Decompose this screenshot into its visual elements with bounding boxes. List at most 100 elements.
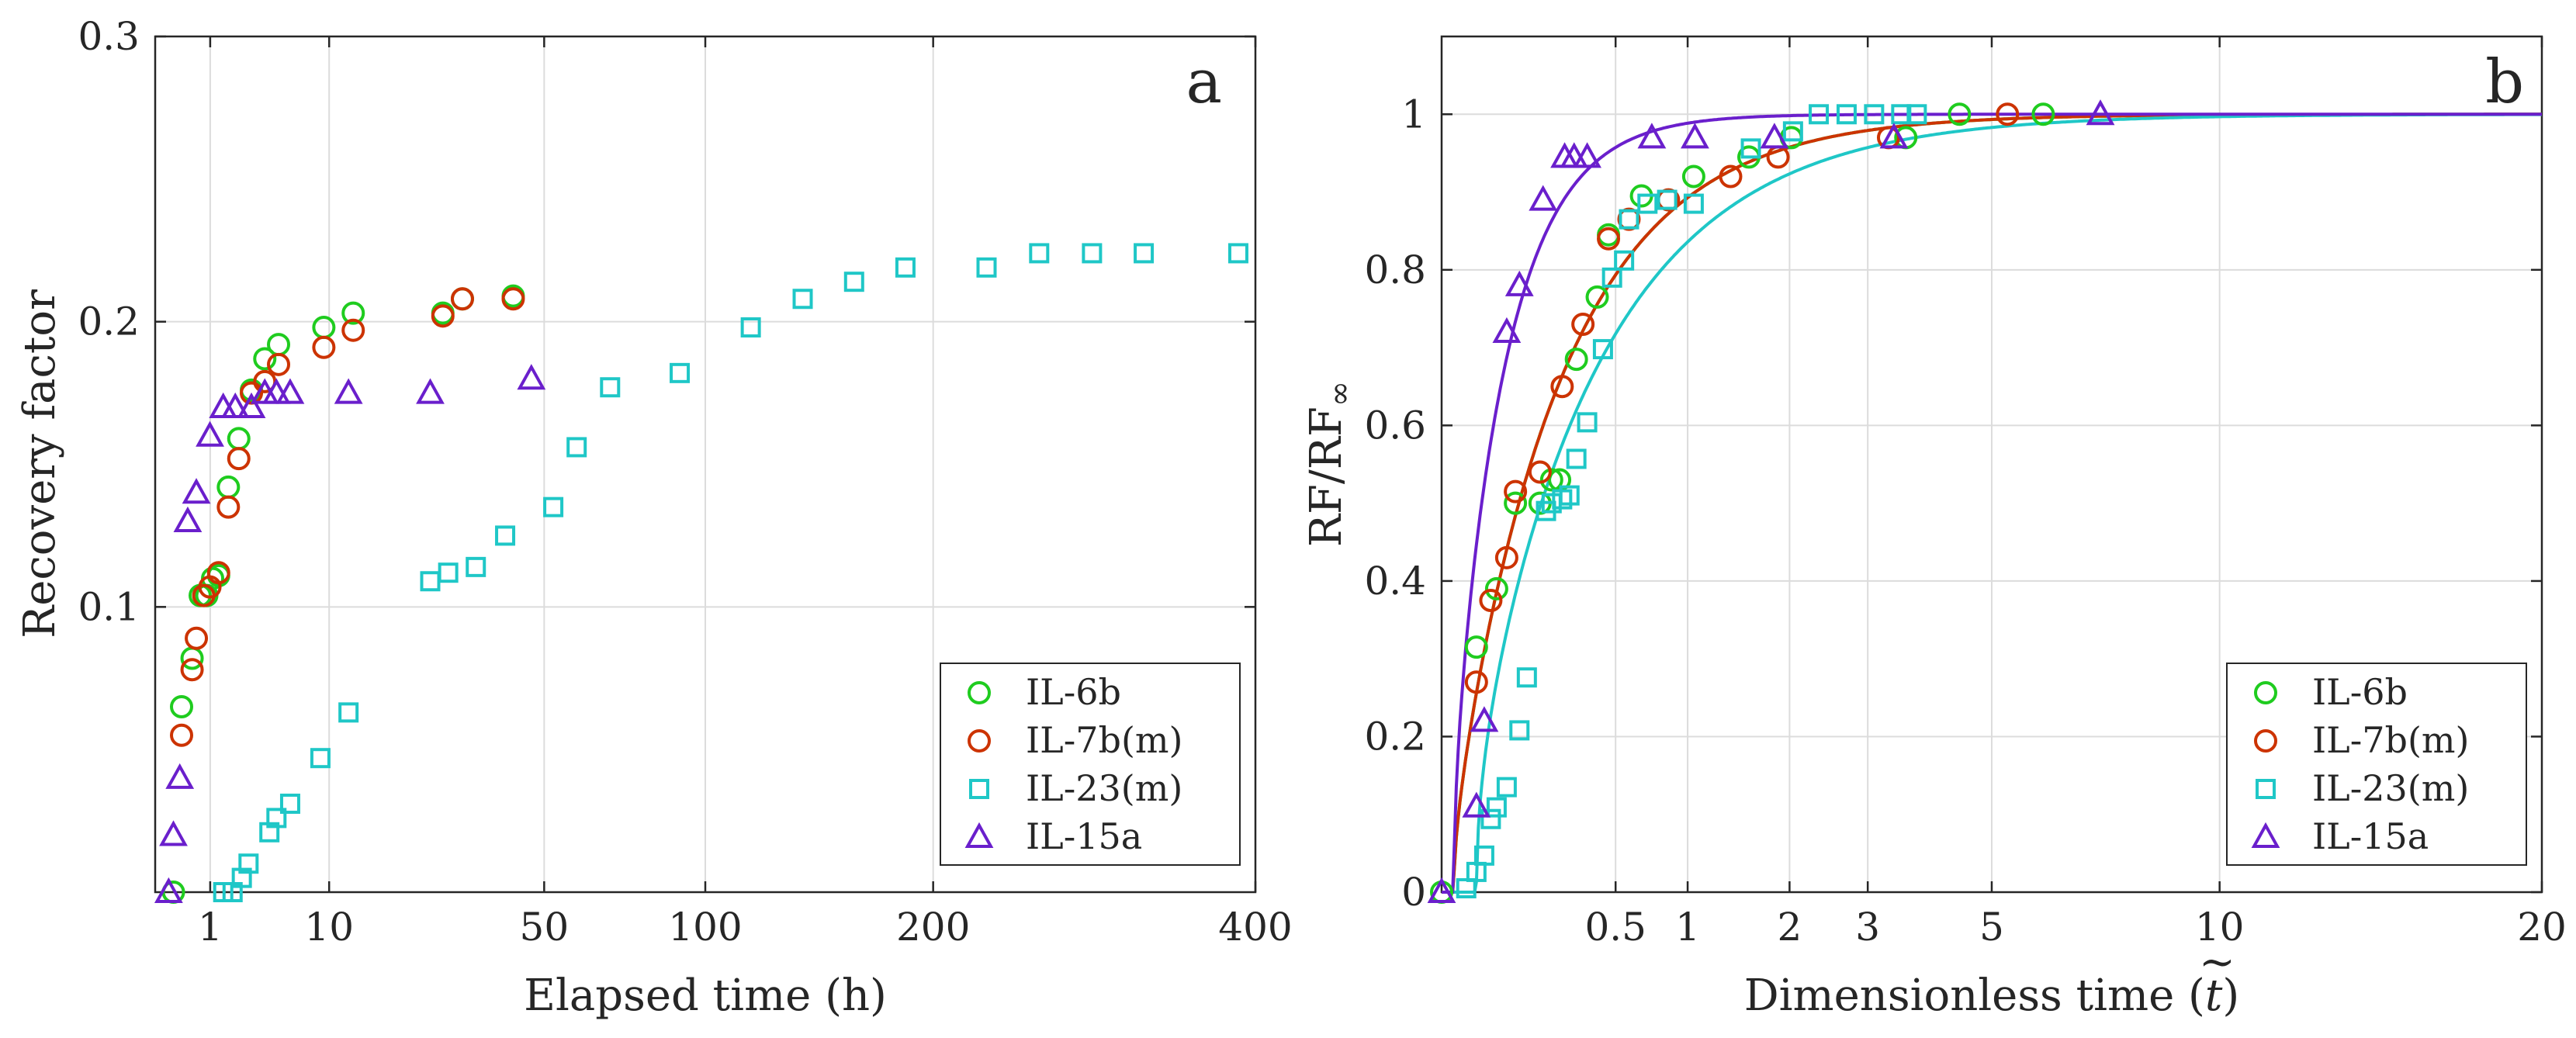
data-point-il-15a	[165, 763, 195, 789]
panel-b-y-axis-label-text: RF/RF	[1301, 407, 1352, 547]
panel-b-y-axis-label: RF/RF∞	[1301, 381, 1358, 547]
data-point-il-23-m	[1657, 189, 1678, 210]
data-point-il-23-m	[1566, 448, 1587, 469]
data-point-il-23-m	[1559, 485, 1580, 506]
data-point-il-15a	[1427, 877, 1456, 903]
panel-b-legend-items: IL-6b IL-7b(m) IL-23(m) IL-15a	[2251, 671, 2470, 857]
data-point-il-6b	[1681, 164, 1705, 189]
data-point-il-23-m	[1782, 121, 1803, 142]
data-point-il-6b	[2031, 102, 2055, 126]
legend-item-il-15a: IL-15a	[2251, 815, 2429, 857]
data-point-il-23-m	[600, 377, 621, 398]
data-point-il-23-m	[1619, 209, 1639, 230]
data-point-il-23-m	[238, 853, 259, 874]
panel-a-letter: a	[1186, 47, 1222, 117]
data-point-il-15a	[1573, 142, 1601, 168]
data-point-il-23-m	[976, 257, 997, 278]
data-point-il-7b-m	[1719, 164, 1743, 189]
data-point-il-23-m	[1480, 808, 1501, 829]
data-point-il-6b	[341, 301, 365, 325]
x-tick-label: 100	[668, 905, 742, 950]
data-point-il-15a	[182, 478, 211, 504]
data-point-il-15a	[517, 364, 546, 390]
data-point-il-15a	[1470, 706, 1499, 732]
x-tick-label: 3	[1855, 905, 1880, 950]
data-point-il-23-m	[566, 437, 587, 458]
panel-b-legend: IL-6b IL-7b(m) IL-23(m) IL-15a	[2226, 663, 2527, 866]
data-point-il-7b-m	[1571, 313, 1595, 337]
panel-b-legend-box	[2226, 663, 2527, 866]
data-point-il-15a	[159, 820, 188, 846]
data-point-il-23-m	[1601, 267, 1622, 288]
data-point-il-23-m	[1592, 339, 1613, 360]
legend-item-il-6b: IL-6b	[968, 671, 1121, 713]
panel-a-legend: IL-6b IL-7b(m) IL-23(m) IL-15a	[940, 663, 1241, 866]
data-point-il-23-m	[1637, 193, 1658, 214]
data-point-il-15a	[1760, 123, 1789, 149]
legend-marker-il-23-m	[2256, 779, 2276, 799]
data-point-il-15a	[1681, 123, 1709, 149]
data-point-il-7b-m	[1504, 479, 1528, 503]
x-tick-label: 2	[1778, 905, 1802, 950]
data-point-il-23-m	[1836, 104, 1857, 125]
data-point-il-23-m	[543, 497, 564, 517]
x-tick-label: 10	[304, 905, 354, 950]
x-tick-label: 5	[1979, 905, 2004, 950]
panel-a-y-axis-label: Recovery factor	[15, 289, 65, 638]
x-tick-label: 400	[1218, 905, 1292, 950]
data-point-il-7b-m	[1996, 102, 2020, 126]
panel-a-x-axis-label: Elapsed time (h)	[524, 971, 887, 1021]
data-point-il-15a	[1637, 123, 1667, 149]
panel-b-x-axis-label: Dimensionless time (t)	[1744, 971, 2240, 1021]
data-point-il-6b	[1948, 102, 1972, 126]
data-point-il-15a	[237, 392, 266, 418]
data-point-il-23-m	[231, 867, 252, 888]
data-point-il-7b-m	[312, 335, 336, 359]
y-tick-label: 1	[1401, 92, 1426, 137]
data-point-il-7b-m	[206, 561, 230, 585]
data-point-il-7b-m	[1597, 227, 1621, 251]
panel-b-letter: b	[2485, 47, 2524, 117]
y-tick-label: 0.1	[78, 584, 140, 629]
legend-label-il-7b-m: IL-7b(m)	[2312, 719, 2470, 761]
y-tick-label: 0.6	[1364, 403, 1426, 448]
data-point-il-23-m	[1456, 877, 1477, 898]
data-point-il-7b-m	[1528, 460, 1552, 484]
data-point-il-6b	[170, 695, 194, 719]
data-point-il-23-m	[1486, 797, 1507, 818]
data-point-il-23-m	[740, 317, 761, 338]
x-tick-label: 50	[520, 905, 570, 950]
panel-b-y-axis-label-subscript: ∞	[1322, 381, 1358, 407]
data-point-il-23-m	[1516, 667, 1537, 688]
x-tick-label: 10	[2195, 905, 2245, 950]
series-il-15a	[154, 364, 546, 903]
data-point-il-15a	[261, 378, 291, 404]
data-point-il-23-m	[1473, 845, 1494, 866]
legend-label-il-7b-m: IL-7b(m)	[1026, 719, 1183, 761]
fit-curve-il-15a	[1442, 112, 2542, 894]
data-point-il-15a	[1462, 791, 1491, 818]
series-il-15a	[1427, 99, 2115, 903]
legend-marker-il-23-m	[969, 779, 989, 799]
data-point-il-23-m	[266, 808, 287, 829]
panel-b-marks	[1427, 99, 2115, 904]
legend-marker-il-15a	[2251, 822, 2280, 848]
data-point-il-23-m	[466, 556, 486, 577]
data-point-il-23-m	[1906, 104, 1927, 125]
legend-item-il-7b-m: IL-7b(m)	[2254, 719, 2470, 761]
data-point-il-6b	[1564, 348, 1588, 372]
series-il-23-m	[1456, 104, 1927, 898]
panel-b-x-axis-symbol-accent: ~	[2199, 937, 2235, 988]
data-point-il-23-m	[1509, 720, 1530, 741]
data-point-il-23-m	[438, 562, 459, 583]
y-tick-label: 0.8	[1364, 247, 1426, 292]
legend-label-il-23-m: IL-23(m)	[1026, 767, 1182, 809]
legend-marker-il-7b-m	[2254, 729, 2277, 753]
data-point-il-23-m	[310, 748, 331, 769]
data-point-il-7b-m	[450, 287, 474, 311]
data-point-il-23-m	[1740, 138, 1761, 159]
panel-b: 0.5 1 2 3 5 10 20 0 0.2 0.4 0.6 0.8 1 b Dimensionles…	[1301, 35, 2567, 1021]
panel-b-ticks: 0.5 1 2 3 5 10 20 0 0.2 0.4 0.6 0.8 1	[1364, 36, 2567, 950]
y-tick-label: 0.2	[1364, 714, 1426, 759]
data-point-il-15a	[275, 378, 305, 404]
